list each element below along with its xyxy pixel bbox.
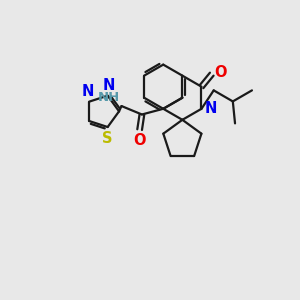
Text: O: O — [133, 133, 145, 148]
Text: O: O — [214, 65, 226, 80]
Text: NH: NH — [98, 91, 120, 104]
Text: S: S — [102, 130, 113, 146]
Text: N: N — [82, 84, 94, 99]
Text: N: N — [204, 101, 217, 116]
Text: N: N — [103, 78, 115, 93]
